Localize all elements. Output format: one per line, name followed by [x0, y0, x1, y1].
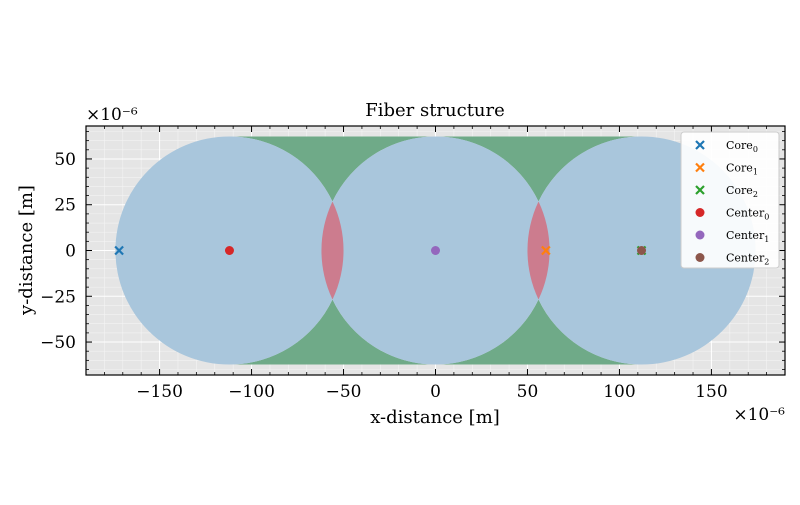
y-tick-label: −50 [40, 333, 76, 353]
x-tick-label: 100 [603, 382, 635, 402]
cladding-gap-region [435, 136, 642, 365]
legend-label: Core0 [726, 139, 758, 154]
legend-label: Center0 [726, 207, 769, 222]
legend-label: Core1 [726, 162, 758, 177]
x-axis-label: x-distance [m] [370, 407, 500, 428]
cladding-gap-region [229, 136, 436, 365]
center-marker [224, 246, 234, 255]
legend-label: Center1 [726, 229, 769, 244]
legend-label: Core2 [726, 184, 758, 199]
legend-marker [695, 253, 705, 262]
legend-label-subscript: 1 [753, 168, 758, 177]
legend-label-subscript: 2 [753, 190, 758, 199]
data-markers [114, 245, 647, 256]
legend-label-subscript: 0 [764, 213, 769, 222]
y-tick-label: −25 [40, 287, 76, 307]
x-tick-label: −100 [228, 382, 275, 402]
legend-label-subscript: 1 [764, 235, 769, 244]
center-marker [637, 246, 647, 255]
x-tick-label: 150 [695, 382, 727, 402]
y-axis-multiplier: ×10⁻⁶ [86, 105, 138, 125]
legend: Core0 Core1 Core2 Center0 Center1 Center2 [680, 131, 780, 269]
y-tick-label: 50 [54, 150, 76, 170]
legend-label: Center2 [726, 252, 769, 267]
y-tick-label: 25 [54, 196, 76, 216]
x-axis-multiplier: ×10⁻⁶ [733, 405, 785, 425]
y-tick-label: 0 [65, 242, 76, 262]
core-marker [541, 245, 551, 256]
marker-stroke [114, 245, 124, 256]
axis-ticks [85, 126, 786, 375]
legend-marker [695, 185, 705, 195]
y-axis-label: y-distance [m] [16, 185, 37, 316]
overlap-region [321, 201, 344, 300]
legend-label-subscript: 2 [764, 258, 769, 267]
core-marker [114, 245, 124, 256]
x-tick-label: −150 [136, 382, 183, 402]
x-tick-label: −50 [326, 382, 362, 402]
x-tick-label: 0 [430, 382, 441, 402]
center-marker [431, 246, 440, 255]
overlap-region [527, 201, 550, 300]
legend-marker [695, 140, 705, 150]
x-tick-label: 50 [517, 382, 539, 402]
chart-title: Fiber structure [365, 100, 505, 121]
tick-labels: −150 −100 −50 0 50 100 150 −50 −25 0 25 50 [40, 150, 728, 402]
marker-stroke [541, 245, 551, 256]
legend-box [680, 131, 780, 269]
legend-label-subscript: 0 [753, 145, 758, 154]
legend-marker [695, 208, 705, 217]
legend-marker [695, 162, 705, 173]
legend-marker [695, 230, 705, 240]
